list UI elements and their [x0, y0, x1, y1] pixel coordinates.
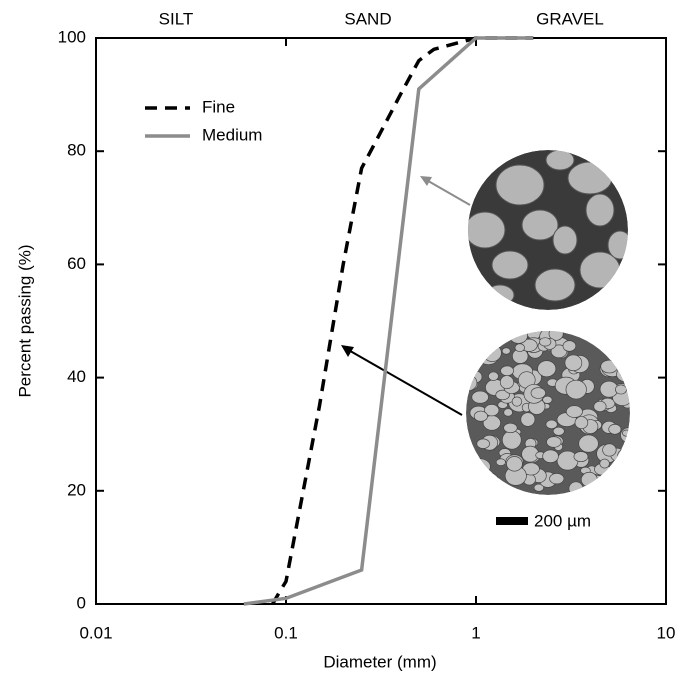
- series-line: [244, 38, 533, 604]
- x-axis-label: Diameter (mm): [323, 652, 436, 671]
- chart: Diameter (mm) Percent passing (%) 200 µm…: [0, 0, 691, 679]
- series-line: [273, 38, 534, 604]
- zone-label: SILT: [159, 9, 194, 28]
- arrow: [423, 178, 470, 205]
- arrow: [345, 348, 462, 415]
- zone-label: GRAVEL: [536, 9, 604, 28]
- x-tick-label: 0.01: [79, 623, 112, 642]
- x-tick-label: 0.1: [274, 623, 298, 642]
- legend-label: Fine: [202, 97, 235, 116]
- y-tick-label: 20: [67, 480, 86, 499]
- zone-label: SAND: [344, 9, 391, 28]
- micrograph-coarse: [465, 150, 632, 310]
- y-tick-label: 60: [67, 254, 86, 273]
- y-tick-label: 80: [67, 141, 86, 160]
- scale-bar: [496, 517, 528, 525]
- x-tick-label: 1: [471, 623, 480, 642]
- legend-label: Medium: [202, 125, 262, 144]
- y-tick-label: 40: [67, 367, 86, 386]
- y-tick-label: 100: [58, 27, 86, 46]
- x-tick-label: 10: [657, 623, 676, 642]
- micrograph-fine: [456, 325, 639, 496]
- scale-bar-label: 200 µm: [534, 511, 591, 530]
- y-tick-label: 0: [77, 593, 86, 612]
- y-axis-label: Percent passing (%): [15, 244, 34, 397]
